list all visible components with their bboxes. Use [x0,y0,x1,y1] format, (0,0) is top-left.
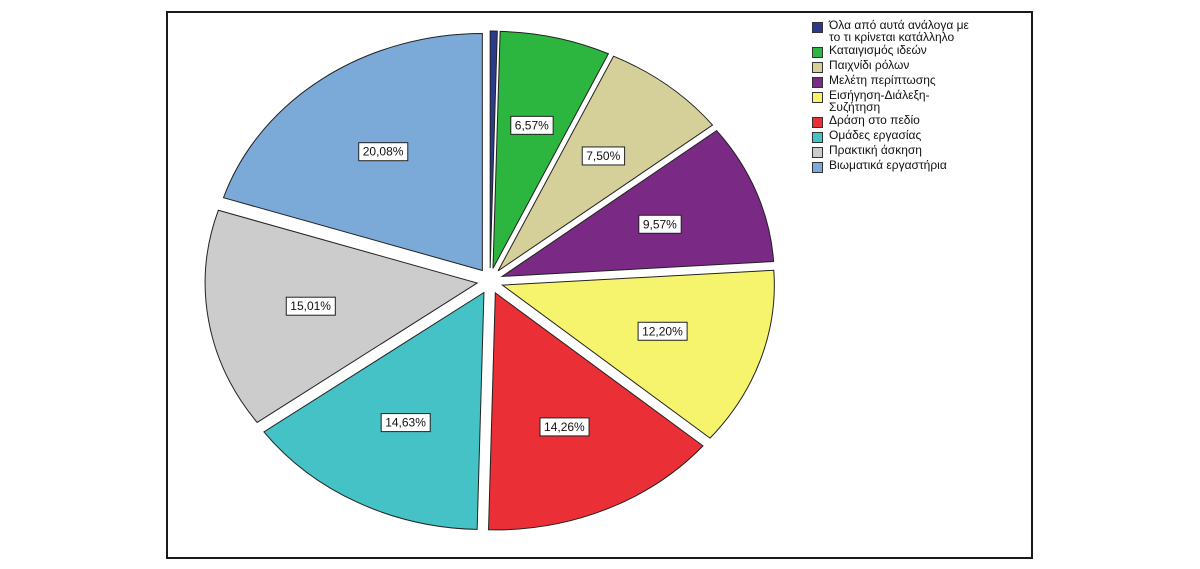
legend-item: Όλα από αυτά ανάλογα με το τι κρίνεται κα… [812,19,1022,43]
legend-label: Βιωματικά εργαστήρια [829,158,947,172]
slice-label-text: 15,01% [290,299,331,313]
legend-swatch [812,147,823,158]
slice-label-text: 6,57% [515,118,549,132]
legend-swatch [812,162,823,173]
pie-slice [492,30,610,269]
legend-item: Παιχνίδι ρόλων [812,59,1022,73]
legend-label: Παιχνίδι ρόλων [829,58,910,72]
legend-item: Δράση στο πεδίο [812,114,1022,128]
slice-label-text: 14,26% [544,420,585,434]
legend-item: Βιωματικά εργαστήρια [812,159,1022,173]
legend-swatch [812,117,823,128]
legend-swatch [812,132,823,143]
legend-label: Εισήγηση-Διάλεξη- Συζήτηση [829,88,930,114]
chart-legend: Όλα από αυτά ανάλογα με το τι κρίνεται κα… [812,19,1022,174]
legend-label: Πρακτική άσκηση [829,143,922,157]
legend-swatch [812,47,823,58]
legend-label: Όλα από αυτά ανάλογα με το τι κρίνεται κα… [829,18,969,44]
slice-label-text: 12,20% [642,324,683,338]
pie-slice [204,209,479,424]
slice-label-box [638,214,682,234]
legend-label: Δράση στο πεδίο [829,113,920,127]
slice-label-text: 14,63% [385,416,426,430]
pie-slice [489,30,498,269]
slice-data-label: 7,50% [581,146,626,166]
legend-item: Εισήγηση-Διάλεξη- Συζήτηση [812,89,1022,113]
slice-data-label: 20,08% [358,142,409,162]
slice-label-box [285,296,336,316]
slice-label-text: 7,50% [586,149,620,163]
pie-slice [500,129,775,277]
slice-data-label: 15,01% [285,296,336,316]
slice-data-label: 9,57% [638,214,682,234]
slice-label-box [380,413,431,433]
legend-swatch [812,62,823,73]
pie-slice [487,291,704,531]
legend-item: Ομάδες εργασίας [812,129,1022,143]
legend-label: Ομάδες εργασίας [829,128,922,142]
slice-label-box [637,321,688,341]
slice-label-box [358,142,409,162]
slice-data-label: 12,20% [637,321,688,341]
legend-swatch [812,92,823,103]
slice-label-box [510,115,554,135]
slice-data-label: 6,57% [510,115,554,135]
legend-label: Μελέτη περίπτωσης [829,73,936,87]
slice-label-text: 20,08% [363,145,404,159]
slice-label-text: 9,57% [643,217,677,231]
legend-item: Μελέτη περίπτωσης [812,74,1022,88]
slice-data-label: 14,26% [539,417,590,437]
pie-slice [500,269,775,439]
legend-label: Καταιγισμός ιδεών [829,43,927,57]
legend-swatch [812,77,823,88]
slice-label-box [581,146,626,166]
slice-label-box [539,417,590,437]
slice-data-label: 14,63% [380,413,431,433]
legend-swatch [812,22,823,33]
pie-slice [222,32,483,272]
legend-item: Πρακτική άσκηση [812,144,1022,158]
legend-item: Καταιγισμός ιδεών [812,44,1022,58]
pie-slice [263,291,485,530]
